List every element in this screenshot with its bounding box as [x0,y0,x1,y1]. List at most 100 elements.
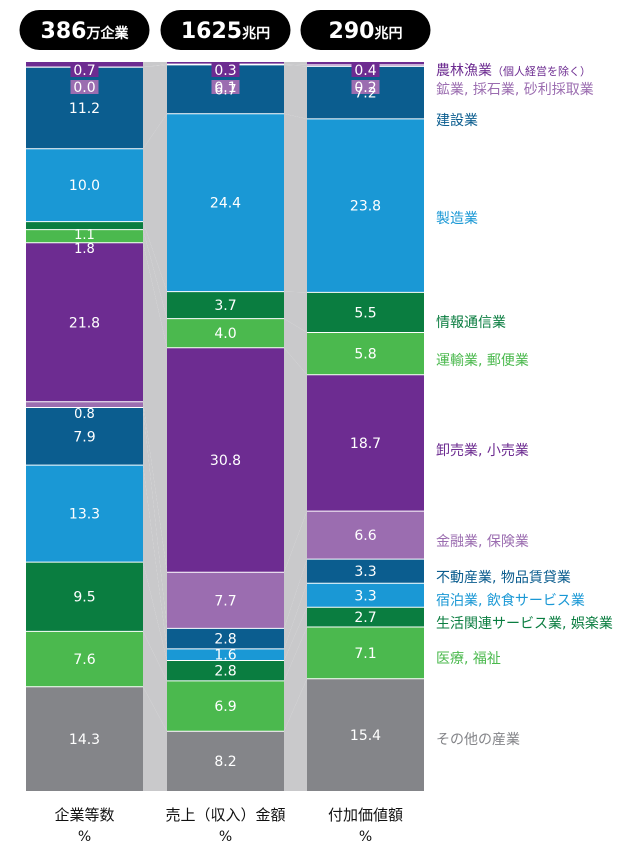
legend-label: 農林漁業（個人経営を除く） [436,63,591,79]
bar-segment [307,511,424,560]
bar-segment [307,118,424,293]
legend-label: 卸売業, 小売業 [436,443,529,459]
bar-segment [167,680,284,732]
bar-segment [167,648,284,661]
connector-band [284,291,307,333]
connector-band [284,347,307,573]
connector-band [284,511,307,629]
legend-label: 建設業 [436,113,478,129]
legend-label: 情報通信業 [436,315,506,331]
connector-band [143,64,167,68]
value-label: 15.4 [350,728,381,744]
bar-segment [26,407,143,466]
header-number: 386 [41,19,87,44]
bar-segment [307,374,424,512]
connector-band [284,607,307,681]
legend-label: 運輸業, 郵便業 [436,353,529,369]
bar-segment [26,148,143,222]
value-label: 3.3 [354,564,376,580]
legend-label: 不動産業, 物品賃貸業 [436,570,571,586]
small-value-box [211,63,240,77]
header-pill: 386万企業 [19,10,150,50]
value-label: 1.8 [74,242,95,257]
value-label: 0.2 [354,80,376,96]
value-label: 14.3 [69,732,100,748]
value-label: 0.7 [73,63,95,79]
bar-segment [167,318,284,348]
bar-segment [307,626,424,679]
bar-segment [167,347,284,573]
bar-column-3: 0.40.27.2 23.8 5.5 5.8 18.7 6.6 3.3 3.3 2.7 7.1 15… [307,62,424,791]
legend: 農林漁業（個人経営を除く） 鉱業, 採石業, 砂利採取業建設業製造業情報通信業運輸… [436,63,613,748]
value-label: 2.8 [214,632,236,648]
footer-unit: % [78,829,91,845]
connector-bands [143,62,307,791]
header-pill-bg [160,10,291,50]
value-label: 21.8 [69,315,100,331]
bar-segment [307,332,424,375]
bar-stacks: 0.70.0 11.2 10.0 1.11.8 21.8 0.8 7.9 13.3 9.5 7.6… [26,62,424,791]
connector-band [284,64,307,67]
connector-band [284,318,307,375]
value-label: 2.7 [354,610,376,626]
bar-segment [26,401,143,408]
connector-band [284,626,307,732]
column-headers: 386万企業 1625兆円 290兆円 [19,10,431,50]
connector-band [143,401,167,629]
bar-segment [26,631,143,687]
bar-column-1: 0.70.0 11.2 10.0 1.11.8 21.8 0.8 7.9 13.3 9.5 7.6… [26,62,143,791]
bar-segment [26,465,143,563]
connector-band [143,562,167,681]
connector-band [143,62,167,68]
value-label: 2.8 [214,664,236,680]
connector-band [143,229,167,348]
value-label: 8.2 [214,754,236,770]
bar-segment [307,607,424,627]
connector-band [143,242,167,573]
value-label: 6.6 [354,528,376,544]
bar-segment [307,583,424,608]
value-label: 18.7 [350,436,381,452]
value-label: 7.2 [354,86,376,102]
small-value-box [351,80,380,94]
value-label: 1.1 [74,228,95,243]
header-pill-bg [300,10,431,50]
value-label: 0.4 [354,63,376,79]
connector-band [143,686,167,791]
connector-band [143,407,167,649]
value-label: 5.8 [354,347,376,363]
bar-segment [167,660,284,681]
header-number: 1625 [181,19,242,44]
bar-segment [307,292,424,333]
connector-band [143,465,167,661]
connector-band [284,678,307,791]
bar-segment [167,291,284,319]
bar-segment [167,572,284,629]
value-label: 3.3 [354,588,376,604]
bar-segment [26,221,143,230]
legend-label: その他の産業 [436,732,520,748]
legend-label: 生活関連サービス業, 娯楽業 [436,616,613,632]
connector-band [284,583,307,661]
bar-segment [307,559,424,584]
header-value: 1625兆円 [181,19,270,44]
bar-segment [307,678,424,791]
legend-label: 製造業 [436,211,478,227]
small-value-box [70,63,99,77]
header-value: 290兆円 [329,19,403,44]
bar-column-2: 0.30.16.7 24.4 3.7 4.0 30.8 7.7 2.81.62.8 6.9 8.… [167,62,284,791]
small-value-box [211,80,240,94]
value-label: 6.7 [214,82,236,98]
legend-label: 宿泊業, 飲食サービス業 [436,592,585,609]
bar-segment [26,229,143,243]
bar-segment [167,731,284,791]
value-label: 0.3 [214,63,236,79]
header-value: 386万企業 [41,19,130,44]
value-label: 6.9 [214,699,236,715]
value-label: 5.5 [354,305,376,321]
column-footers: 企業等数% 売上（収入）金額% 付加価値額% [54,806,403,845]
value-label: 9.5 [73,590,95,606]
header-pill: 290兆円 [300,10,431,50]
header-unit: 万企業 [85,25,129,42]
